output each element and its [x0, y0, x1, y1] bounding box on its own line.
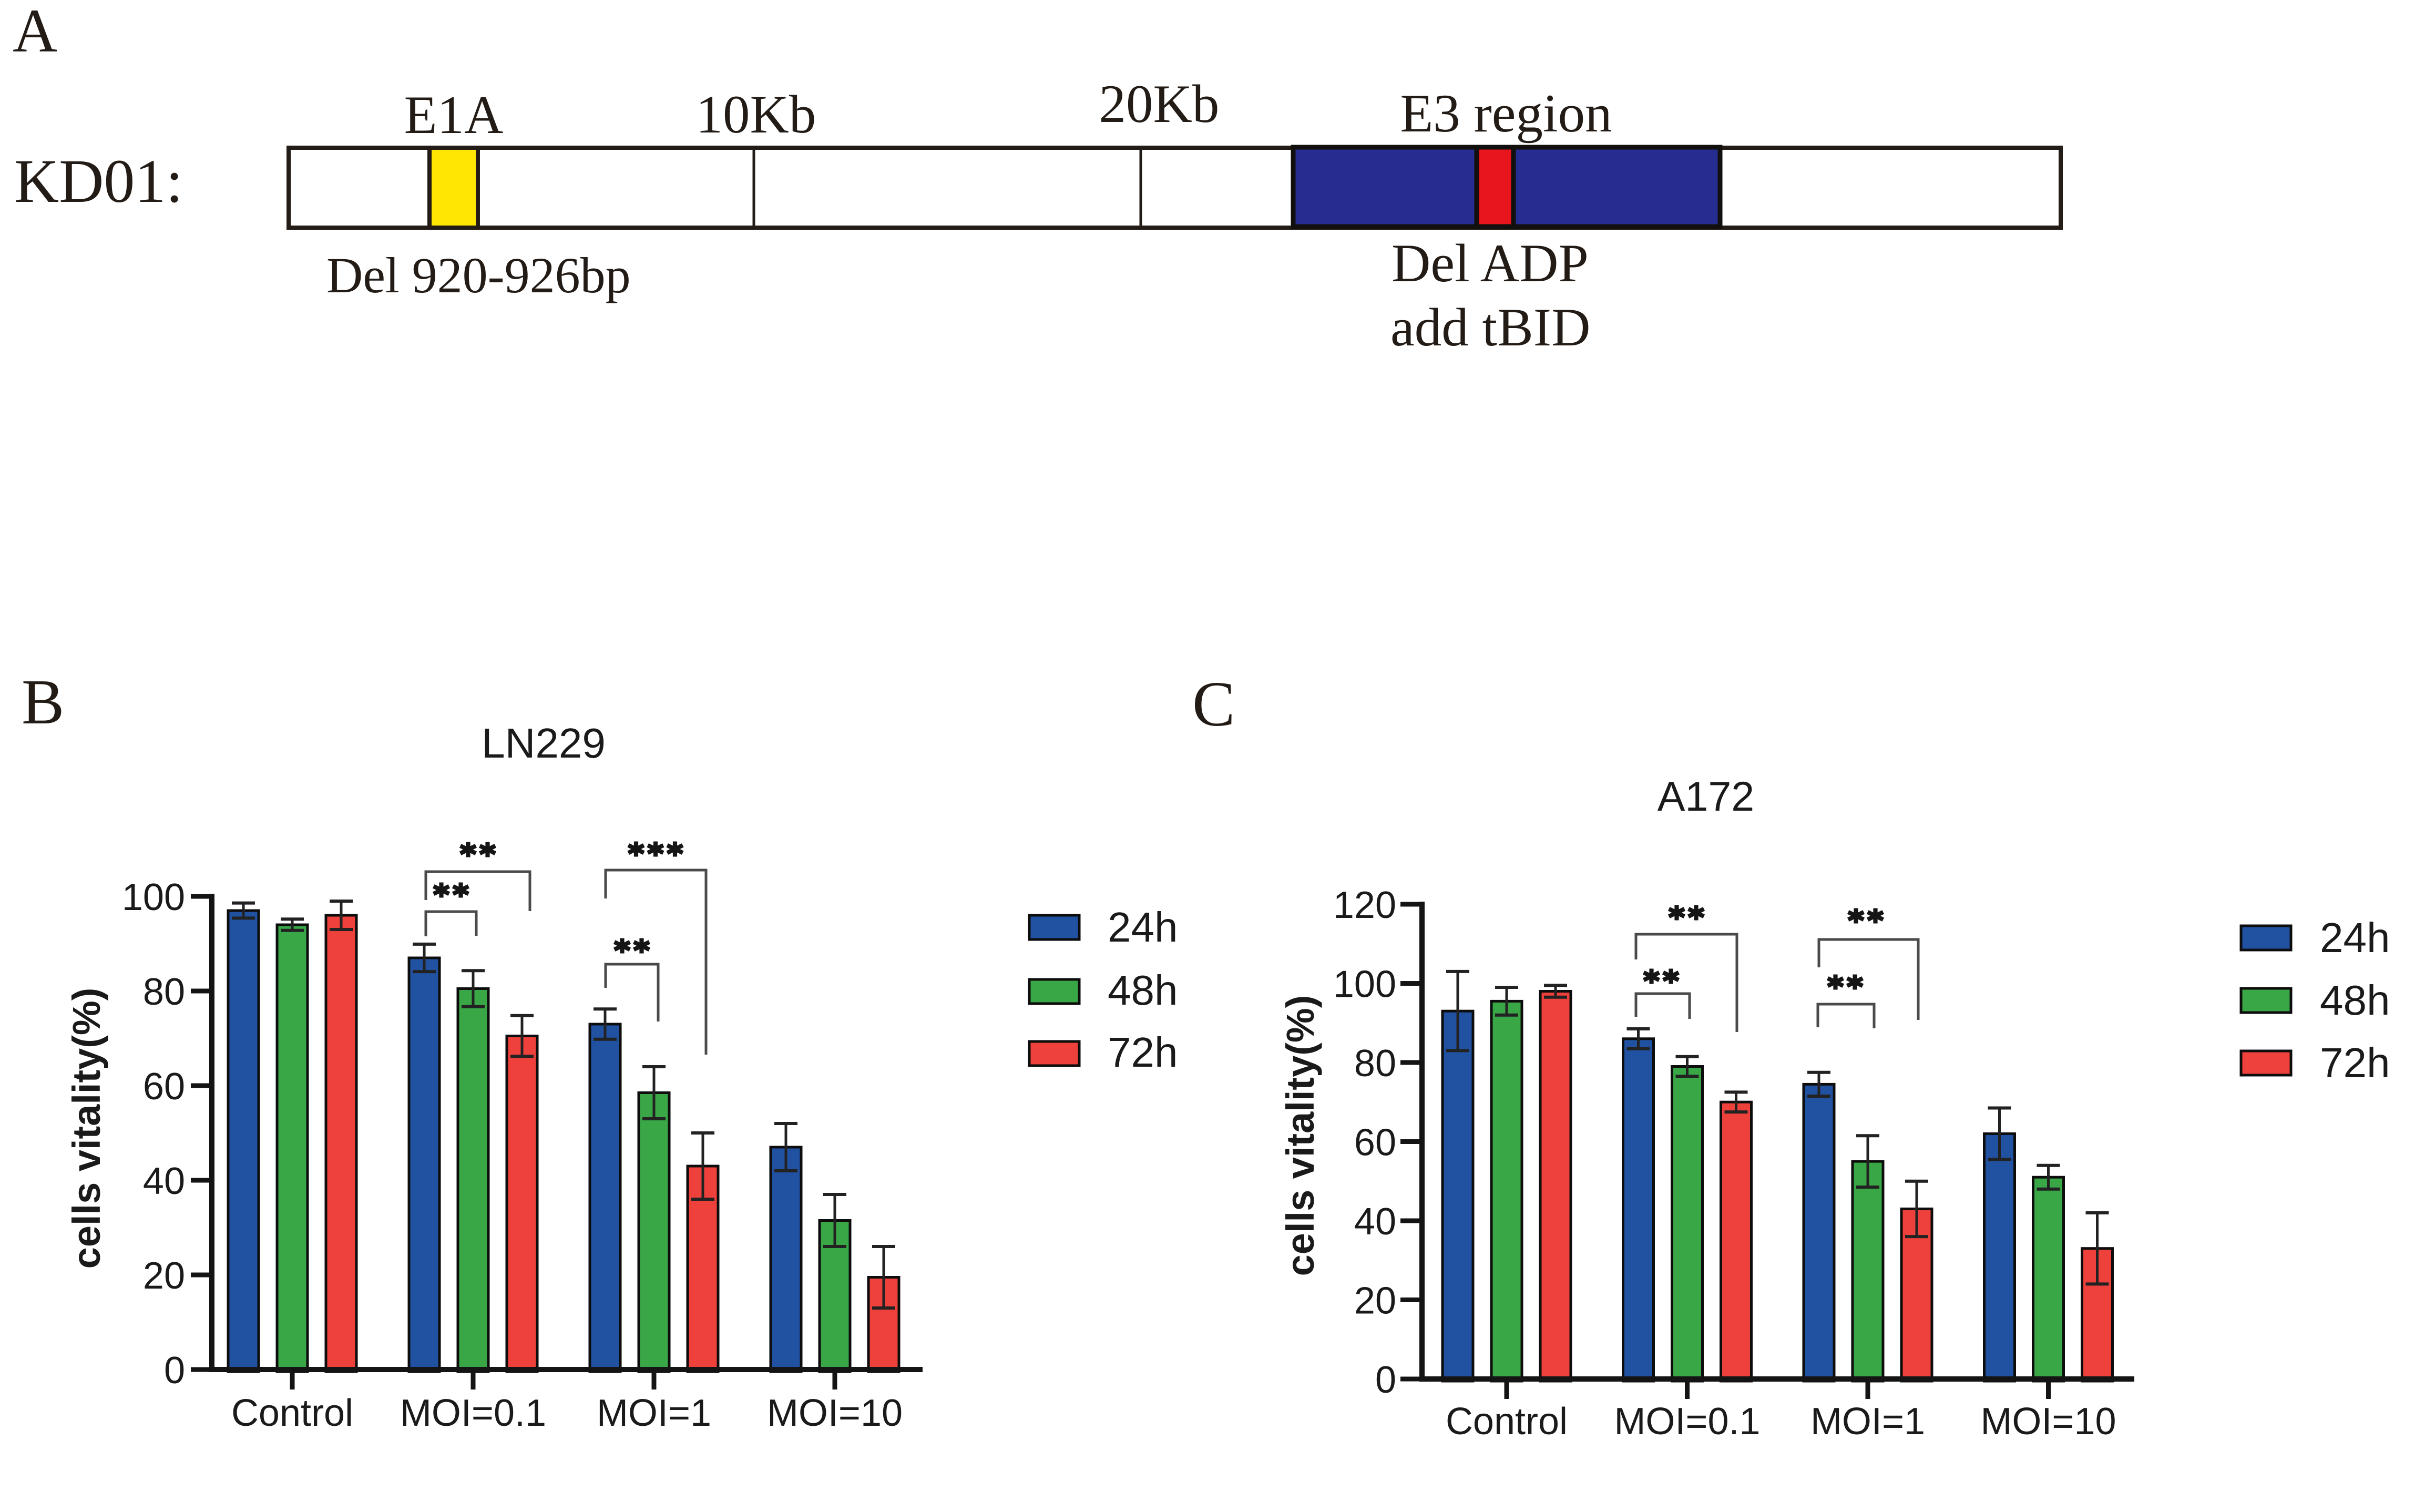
svg-text:B: B: [22, 667, 64, 738]
svg-text:80: 80: [143, 971, 185, 1013]
svg-text:0: 0: [1375, 1359, 1396, 1401]
svg-text:A: A: [13, 0, 57, 65]
svg-text:100: 100: [1333, 964, 1396, 1006]
svg-text:LN229: LN229: [482, 720, 606, 767]
svg-text:MOI=0.1: MOI=0.1: [400, 1392, 546, 1434]
svg-text:MOI=1: MOI=1: [1810, 1401, 1925, 1443]
svg-text:Del ADP: Del ADP: [1392, 233, 1589, 293]
svg-text:cells vitality(%): cells vitality(%): [65, 988, 108, 1269]
svg-text:48h: 48h: [1108, 967, 1178, 1014]
svg-text:Del 920-926bp: Del 920-926bp: [326, 247, 631, 303]
svg-text:cells vitality(%): cells vitality(%): [1278, 995, 1322, 1276]
svg-text:C: C: [1192, 669, 1235, 740]
svg-text:10Kb: 10Kb: [696, 85, 816, 145]
svg-text:0: 0: [164, 1350, 185, 1392]
svg-text:80: 80: [1354, 1043, 1396, 1085]
svg-text:120: 120: [1333, 884, 1396, 926]
svg-text:MOI=10: MOI=10: [767, 1392, 903, 1434]
svg-text:60: 60: [1354, 1122, 1396, 1164]
svg-text:24h: 24h: [2320, 914, 2390, 961]
svg-text:MOI=10: MOI=10: [1980, 1401, 2116, 1443]
svg-text:E3 region: E3 region: [1400, 84, 1612, 144]
svg-text:60: 60: [143, 1066, 185, 1108]
svg-text:20: 20: [143, 1255, 185, 1297]
svg-text:E1A: E1A: [404, 85, 504, 145]
svg-text:MOI=0.1: MOI=0.1: [1614, 1401, 1760, 1443]
svg-text:40: 40: [143, 1160, 185, 1202]
svg-text:A172: A172: [1658, 773, 1755, 820]
svg-text:Control: Control: [231, 1392, 353, 1434]
svg-text:MOI=1: MOI=1: [597, 1392, 711, 1434]
svg-text:20Kb: 20Kb: [1099, 74, 1220, 134]
svg-text:20: 20: [1354, 1280, 1396, 1322]
svg-text:Control: Control: [1446, 1401, 1568, 1443]
svg-text:72h: 72h: [2320, 1039, 2390, 1086]
svg-text:100: 100: [122, 876, 185, 918]
svg-text:40: 40: [1354, 1201, 1396, 1243]
svg-text:KD01:: KD01:: [14, 147, 183, 216]
svg-text:48h: 48h: [2320, 977, 2390, 1024]
svg-text:72h: 72h: [1108, 1029, 1178, 1076]
svg-text:24h: 24h: [1108, 904, 1178, 951]
svg-text:add tBID: add tBID: [1390, 298, 1590, 357]
